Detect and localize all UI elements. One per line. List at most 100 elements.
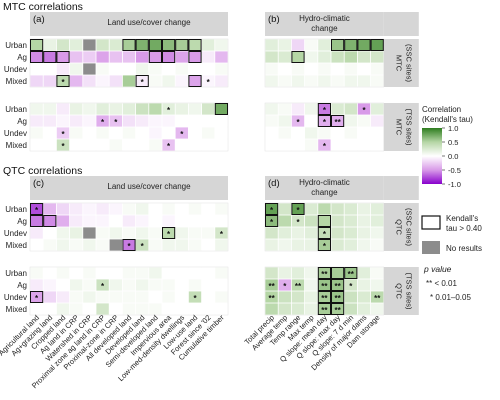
heatmap-cell (136, 267, 149, 279)
heatmap-cell (331, 267, 344, 279)
significant-box (188, 39, 202, 51)
heatmap-cell (344, 239, 357, 251)
no-results-label: No results (446, 244, 482, 253)
heatmap-cell (136, 115, 149, 127)
heatmap-cell (318, 127, 331, 139)
heatmap-cell (175, 127, 188, 139)
significant-box (317, 267, 331, 279)
row-group-label: (TSS sites) (404, 108, 413, 146)
heatmap-cell (162, 227, 175, 239)
colorbar (422, 128, 442, 184)
significant-box (317, 227, 331, 239)
significant-box (317, 279, 331, 291)
heatmap-cell (175, 303, 188, 315)
significant-box (317, 115, 331, 127)
heatmap-cell (265, 127, 278, 139)
significant-box (331, 291, 345, 303)
heatmap-cell (175, 75, 188, 87)
row-group-strip (383, 203, 419, 251)
heatmap-cell (122, 75, 136, 87)
heatmap-cell (344, 215, 357, 227)
heatmap-cell (331, 115, 344, 127)
significant-box (370, 39, 384, 51)
heatmap-cell (43, 279, 56, 291)
heatmap-cell (149, 279, 162, 291)
heatmap-cell (162, 127, 175, 139)
panel-header (30, 176, 228, 200)
significant-box (357, 39, 371, 51)
boxed-legend-swatch (421, 215, 441, 230)
heatmap-cell (291, 103, 305, 115)
heatmap-cell (188, 139, 202, 151)
heatmap-cell (291, 63, 305, 75)
heatmap-cell (265, 63, 278, 75)
heatmap-cell (278, 215, 291, 227)
heatmap-cell (149, 215, 162, 227)
colorbar-tick-label: 1.0 (448, 124, 458, 133)
heatmap-cell (188, 239, 202, 251)
significance-mark: * (180, 130, 184, 139)
heatmap-cell (30, 303, 43, 315)
heatmap-cell (202, 63, 215, 75)
heatmap-cell (344, 139, 357, 151)
heatmap-cell (96, 203, 109, 215)
heatmap-cell (122, 115, 136, 127)
panel-title: Hydro-climatic (299, 178, 350, 187)
heatmap-cell (202, 227, 215, 239)
significant-box (43, 51, 57, 63)
heatmap-cell (371, 39, 384, 51)
heatmap-cell (357, 203, 371, 215)
significance-mark: * (323, 142, 327, 151)
heatmap-cell (162, 303, 175, 315)
heatmap-cell (291, 203, 305, 215)
row-label: Ag (17, 281, 27, 290)
significant-box (344, 267, 358, 279)
heatmap-cell (96, 291, 109, 303)
pvalue-item: * 0.01–0.05 (430, 293, 471, 302)
heatmap-cell (291, 115, 305, 127)
heatmap-cell (305, 303, 318, 315)
panel-label: (c) (33, 178, 44, 189)
heatmap-cell (278, 63, 291, 75)
heatmap-cell (357, 139, 371, 151)
significance-mark: * (270, 206, 274, 215)
heatmap-cell (175, 51, 188, 63)
heatmap-cell (122, 215, 136, 227)
heatmap-cell (70, 139, 83, 151)
heatmap-cell (215, 239, 228, 251)
heatmap-cell (371, 215, 384, 227)
heatmap-cell (175, 227, 188, 239)
heatmap-cell (215, 115, 228, 127)
heatmap-cell (109, 267, 122, 279)
heatmap-cell (344, 227, 357, 239)
heatmap-cell (83, 215, 96, 227)
heatmap-cell (278, 303, 291, 315)
heatmap-cell (109, 63, 122, 75)
heatmap-cell (136, 103, 149, 115)
colorbar-tick-label: 0.0 (448, 152, 458, 161)
significant-box (135, 39, 149, 51)
heatmap-cell (357, 267, 371, 279)
heatmap-cell (291, 239, 305, 251)
heatmap-cell (265, 303, 278, 315)
heatmap-cell (215, 139, 228, 151)
heatmap-cell (331, 139, 344, 151)
significance-mark: ** (321, 270, 328, 279)
heatmap-cell (318, 51, 331, 63)
heatmap-cell (202, 103, 215, 115)
heatmap-cell (188, 63, 202, 75)
row-group-label: (TSS sites) (404, 272, 413, 310)
row-group-strip (383, 39, 419, 87)
heatmap-cell (202, 291, 215, 303)
heatmap-cell (265, 291, 278, 303)
heatmap-cell (265, 139, 278, 151)
heatmap-cell (83, 239, 96, 251)
heatmap-cell (43, 303, 56, 315)
significance-mark: ** (334, 306, 341, 315)
heatmap-cell (371, 139, 384, 151)
significant-box (317, 215, 331, 227)
heatmap-cell (136, 127, 149, 139)
heatmap-cell (83, 279, 96, 291)
heatmap-cell (331, 239, 344, 251)
heatmap-cell (291, 215, 305, 227)
